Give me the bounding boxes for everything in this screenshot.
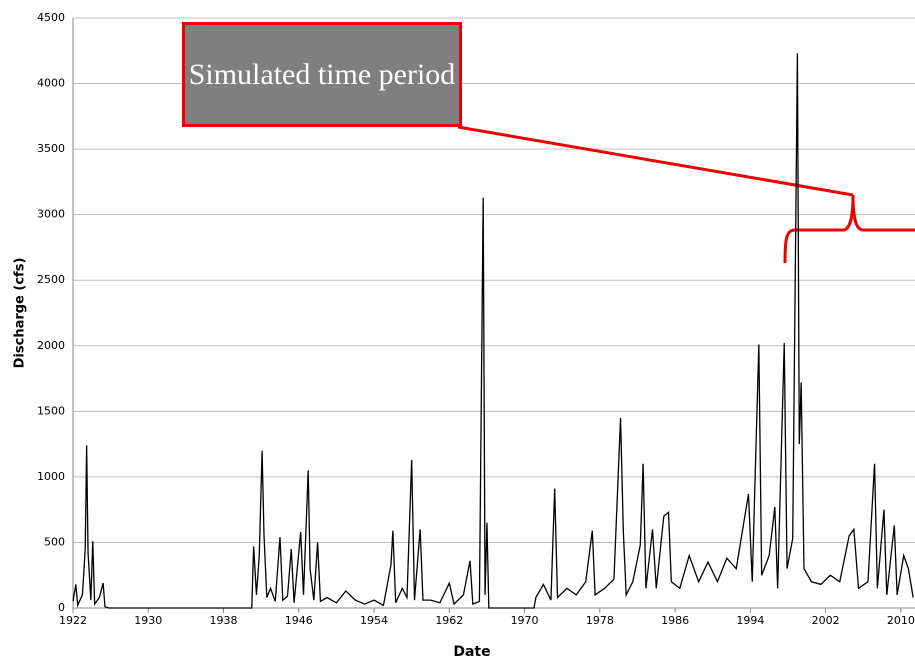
y-axis-label: Discharge (cfs) bbox=[13, 258, 28, 369]
x-tick-label: 2002 bbox=[812, 614, 840, 627]
x-tick-label: 1970 bbox=[511, 614, 539, 627]
discharge-line bbox=[72, 53, 914, 609]
x-tick-label: 1994 bbox=[736, 614, 764, 627]
callout-bracket bbox=[457, 125, 915, 264]
y-tick-label: 1000 bbox=[37, 470, 65, 483]
x-tick-label: 1922 bbox=[59, 614, 87, 627]
x-axis-label: Date bbox=[453, 644, 490, 660]
y-tick-label: 2000 bbox=[37, 339, 65, 352]
y-tick-label: 1500 bbox=[37, 404, 65, 417]
x-tick-label: 1930 bbox=[134, 614, 162, 627]
x-tick-label: 1962 bbox=[435, 614, 463, 627]
x-tick-label: 1938 bbox=[210, 614, 238, 627]
x-tick-label: 1946 bbox=[285, 614, 313, 627]
x-tick-label: 1954 bbox=[360, 614, 388, 627]
y-tick-label: 2500 bbox=[37, 273, 65, 286]
x-tick-label: 2010 bbox=[887, 614, 915, 627]
x-tick-label: 1978 bbox=[586, 614, 614, 627]
x-tick-label: 1986 bbox=[661, 614, 689, 627]
y-tick-label: 4000 bbox=[37, 77, 65, 90]
y-tick-label: 3000 bbox=[37, 208, 65, 221]
y-tick-label: 4500 bbox=[37, 11, 65, 24]
annotation-box: Simulated time period bbox=[182, 22, 462, 127]
y-tick-label: 500 bbox=[44, 535, 65, 548]
y-tick-label: 0 bbox=[58, 601, 65, 614]
y-tick-label: 3500 bbox=[37, 142, 65, 155]
